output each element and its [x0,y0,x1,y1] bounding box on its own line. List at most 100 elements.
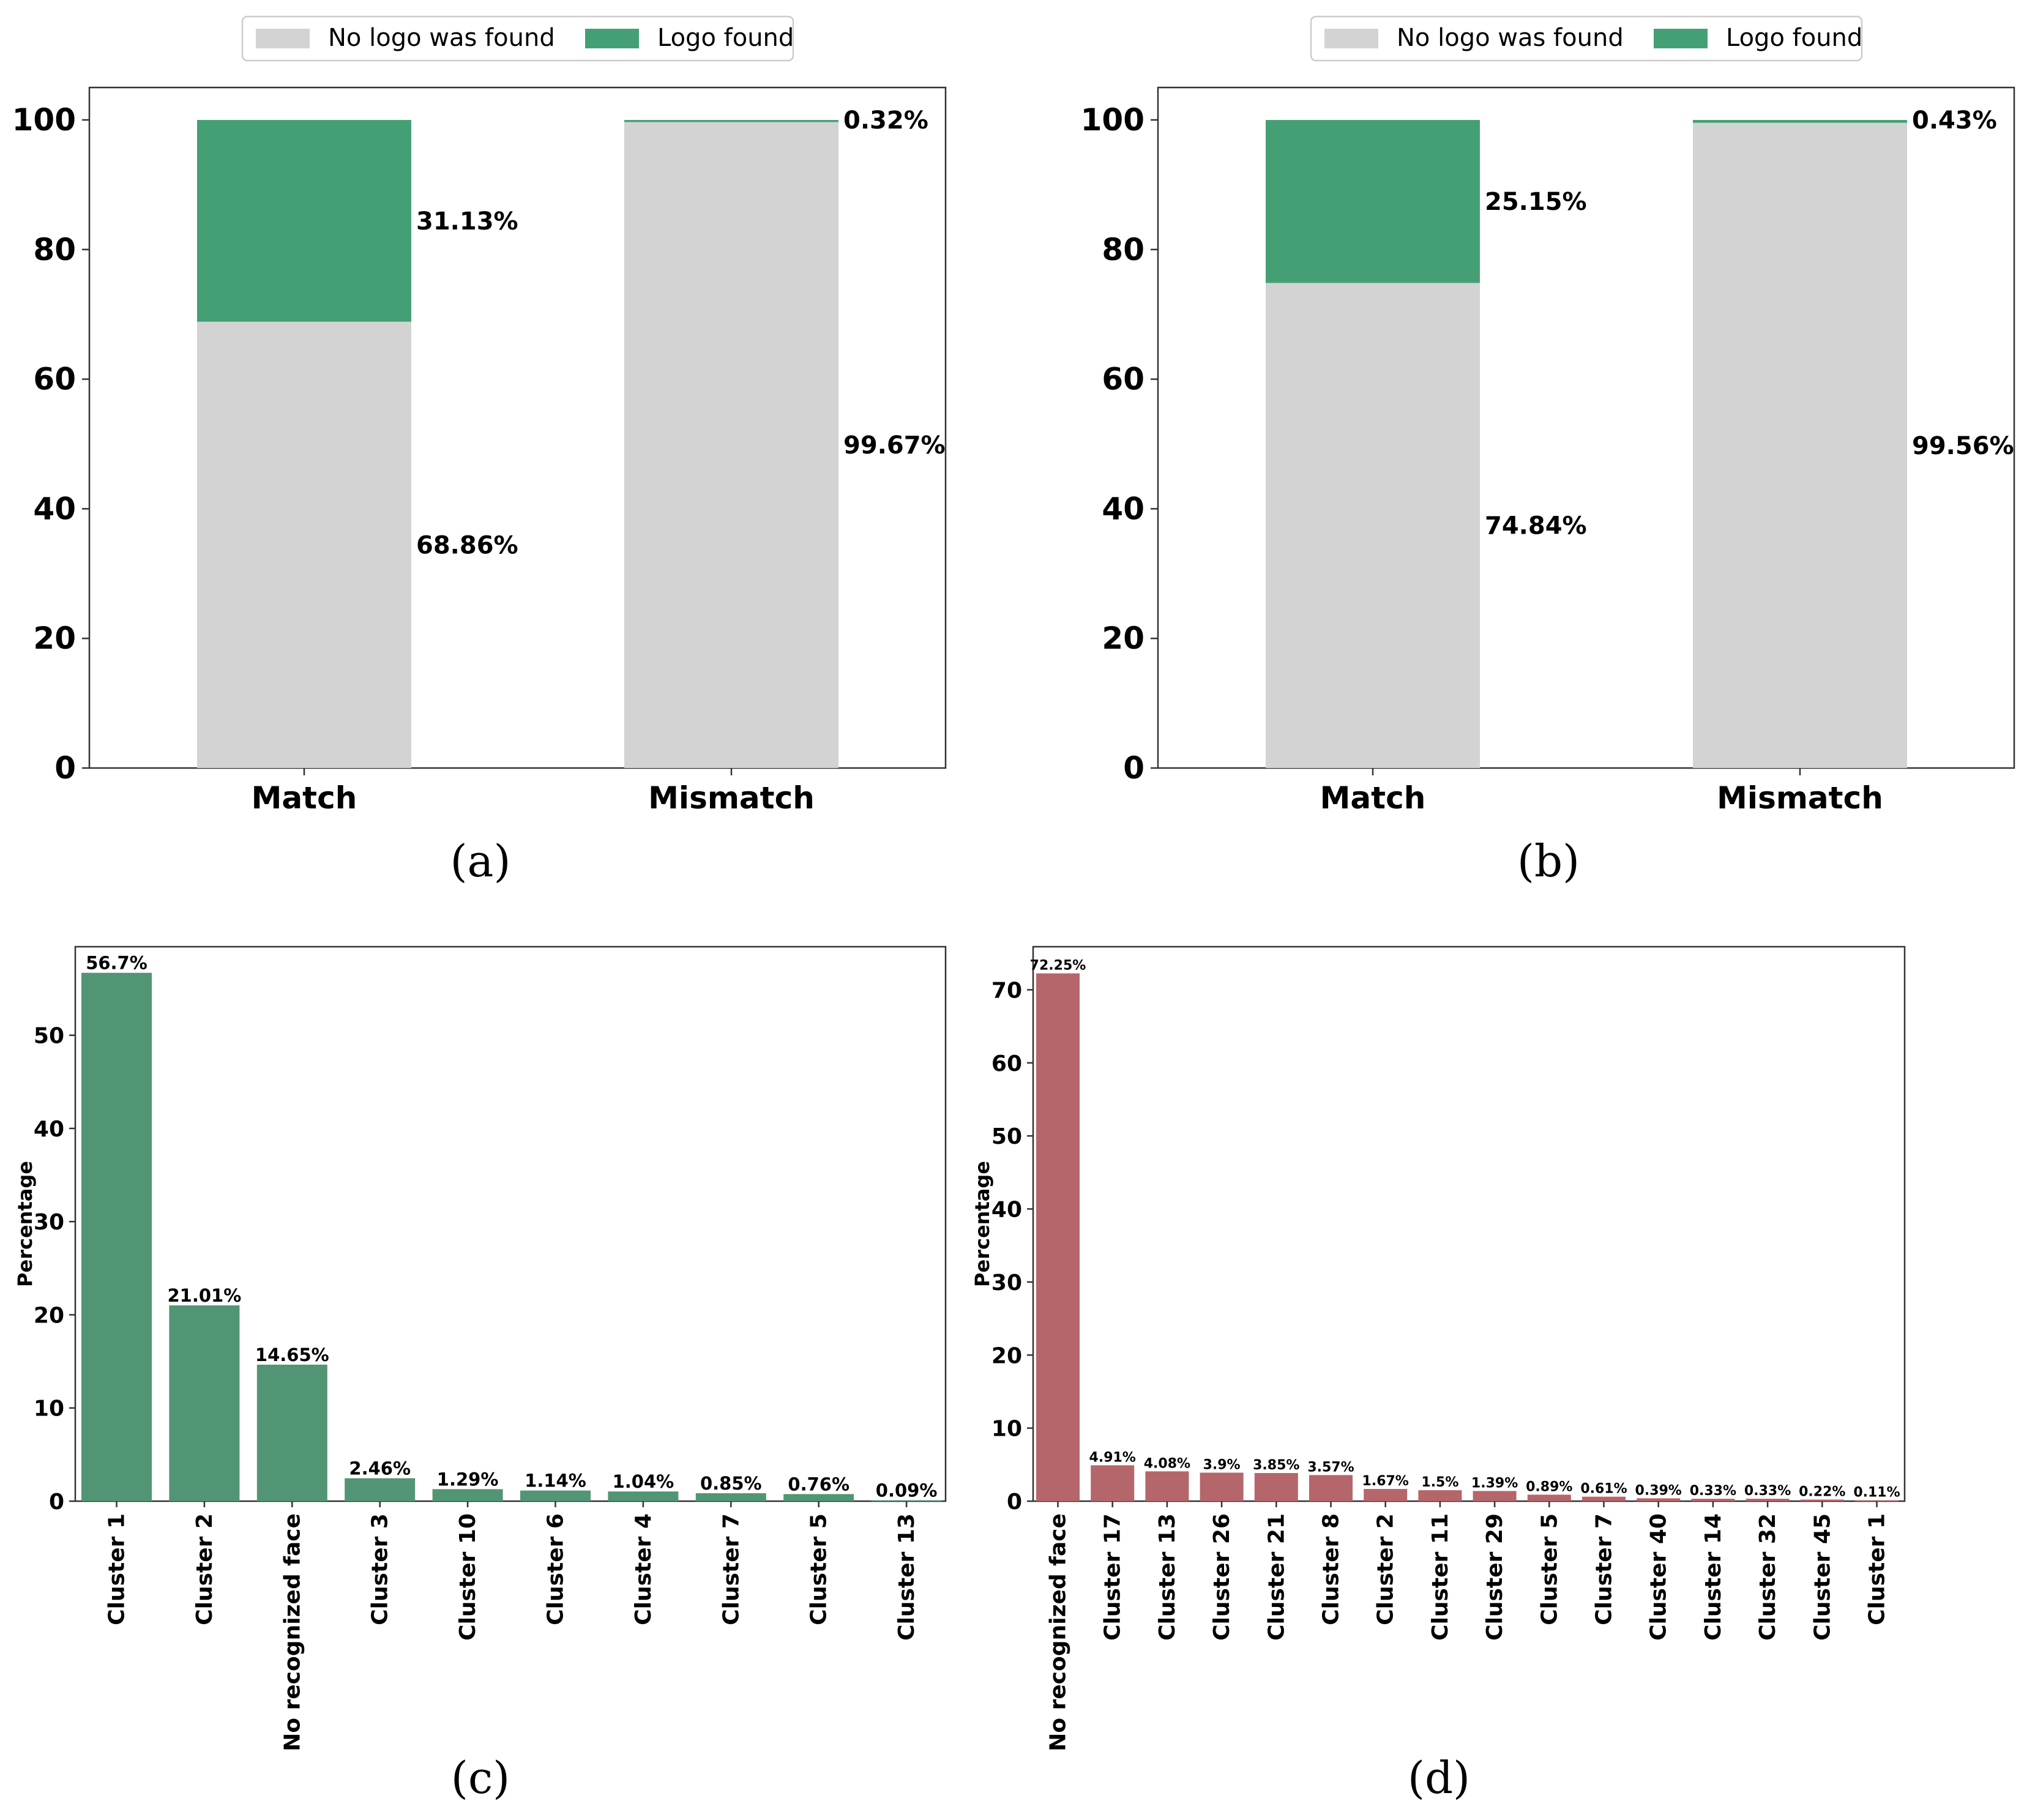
bar [1309,1475,1353,1501]
y-tick-label: 80 [1102,232,1144,267]
data-label: 0.11% [1853,1485,1900,1501]
data-label: 21.01% [168,1285,242,1306]
data-label: 1.67% [1362,1474,1409,1489]
x-tick-label: Cluster 7 [1592,1513,1617,1625]
bar [1091,1465,1135,1501]
x-tick-label: Cluster 11 [1428,1513,1453,1641]
legend-label: Logo found [657,24,794,52]
y-tick-label: 20 [34,1303,64,1328]
y-axis-label: Percentage [13,1161,37,1287]
y-tick-label: 0 [54,750,76,786]
data-label: 31.13% [416,207,518,236]
bar [783,1494,854,1501]
bar-no-logo [197,321,411,768]
data-label: 0.22% [1799,1484,1845,1499]
data-label: 0.39% [1635,1483,1682,1498]
y-tick-label: 40 [991,1198,1022,1223]
bar [1473,1491,1517,1501]
y-tick-label: 50 [991,1124,1022,1149]
data-label: 72.25% [1030,958,1086,974]
y-tick-label: 0 [1123,750,1144,786]
x-tick-label: Cluster 10 [455,1513,480,1641]
x-tick-label: Cluster 5 [807,1513,832,1625]
x-tick-label: Cluster 3 [368,1513,393,1625]
bar-logo-found [1693,120,1907,123]
data-label: 1.04% [613,1471,674,1492]
x-tick-label: Cluster 32 [1755,1513,1780,1641]
legend-swatch-no-logo [256,29,310,48]
y-tick-label: 70 [991,978,1022,1003]
y-tick-label: 40 [1102,491,1144,526]
data-label: 3.57% [1307,1460,1354,1475]
y-tick-label: 20 [33,621,76,656]
y-tick-label: 60 [991,1051,1022,1076]
x-tick-label: Cluster 40 [1646,1513,1671,1641]
bar-no-logo [1266,283,1480,768]
x-tick-label: Cluster 4 [631,1513,656,1625]
legend-swatch-logo-found [1654,29,1708,48]
x-tick-label: Cluster 7 [719,1513,744,1625]
bar [81,972,152,1501]
data-label: 1.14% [525,1471,586,1491]
x-tick-label: Cluster 13 [894,1513,919,1641]
x-tick-label: Cluster 29 [1482,1513,1507,1641]
data-label: 68.86% [416,531,518,559]
plot-frame [74,945,947,1502]
legend-label: Logo found [1726,24,1862,52]
data-label: 4.91% [1089,1450,1136,1465]
bar [1582,1496,1626,1501]
bar [1145,1471,1189,1501]
x-tick-label: Cluster 6 [543,1513,569,1625]
data-label: 2.46% [349,1458,411,1479]
data-label: 0.32% [843,106,928,135]
x-tick-label: No recognized face [1046,1513,1071,1751]
bar [256,1364,327,1501]
bar-no-logo [624,122,838,768]
bar-logo-found [624,120,838,122]
chart-panel-a: 0 20 40 60 80 100 68.86% 31.13% Match 99.67% 0.32%… [12,15,947,887]
bar [1364,1489,1408,1501]
bar [1800,1499,1844,1501]
bar [432,1489,503,1501]
bar [871,1500,942,1502]
bar-logo-found [197,120,411,322]
x-tick-label: Cluster 1 [1865,1513,1890,1625]
x-tick-label: Cluster 2 [192,1513,217,1625]
y-tick-label: 30 [991,1270,1022,1296]
bar [345,1478,416,1501]
chart-panel-b: 0 20 40 60 80 100 74.84% 25.15% Match 99.56% 0.43%… [1081,15,2015,887]
legend-label: No logo was found [328,24,555,52]
panel-caption: (d) [1408,1752,1470,1803]
data-label: 0.85% [700,1473,762,1494]
bar [1746,1499,1790,1501]
y-tick-label: 20 [991,1343,1022,1368]
data-label: 0.76% [788,1474,849,1494]
x-tick-label: Mismatch [1717,780,1883,816]
x-tick-label: Cluster 2 [1373,1513,1398,1625]
data-label: 3.85% [1253,1458,1299,1473]
data-label: 1.29% [437,1469,499,1490]
data-label: 0.33% [1744,1483,1791,1499]
x-tick-label: Cluster 17 [1100,1513,1126,1641]
data-label: 4.08% [1144,1456,1190,1471]
y-tick-label: 10 [991,1417,1022,1442]
legend-box [1310,15,1863,62]
panel-caption: (c) [451,1752,510,1803]
x-tick-label: Cluster 45 [1810,1513,1835,1641]
data-label: 3.9% [1203,1457,1241,1472]
data-label: 14.65% [255,1344,329,1365]
bar [1527,1494,1571,1501]
bar [1418,1490,1462,1501]
data-label: 56.7% [86,953,147,974]
data-label: 99.67% [843,431,946,460]
y-tick-label: 40 [33,491,76,526]
plot-frame [1032,945,1906,1502]
data-label: 0.43% [1912,106,1997,135]
x-tick-label: No recognized face [280,1513,305,1751]
panel-caption: (b) [1517,835,1580,887]
panel-caption: (a) [450,835,510,887]
x-tick-label: Match [252,780,357,816]
x-tick-label: Cluster 21 [1264,1513,1289,1641]
x-tick-label: Cluster 8 [1319,1513,1344,1625]
data-label: 0.61% [1580,1482,1627,1497]
